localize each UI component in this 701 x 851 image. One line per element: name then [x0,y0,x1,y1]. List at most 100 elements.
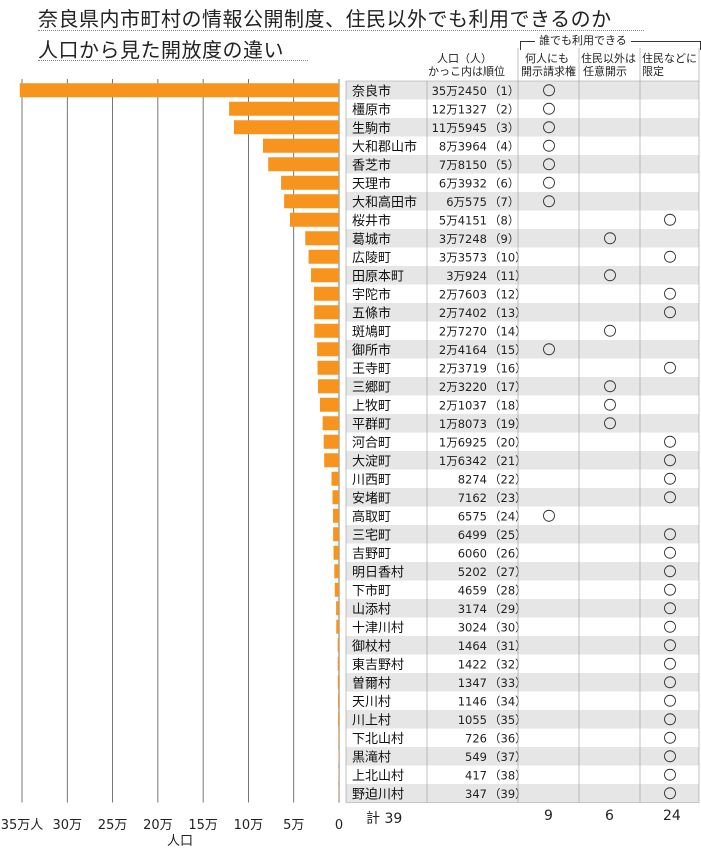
bar-28 [334,582,339,597]
population-value: 6575 [458,509,487,523]
bar-13 [314,305,339,320]
population-rank: （31） [489,639,527,653]
bar-5 [268,157,339,172]
bar-32 [337,656,339,671]
table-row-bg [346,377,699,396]
population-rank: （21） [489,454,527,468]
category-mark [664,657,676,670]
population-rank: （26） [489,546,527,560]
col1-header-line2: 開示請求権 [521,65,576,78]
population-value: 8274 [458,472,487,486]
table-row-bg [346,636,699,655]
population-value: 3万924 [446,269,487,283]
population-value: 347 [465,787,487,801]
category-mark [664,491,676,504]
population-rank: （10） [489,250,527,264]
bar-34 [337,693,339,708]
municipality-name: 天理市 [352,176,391,192]
bar-7 [284,194,339,209]
bar-22 [331,471,339,486]
chart-title-line2: 人口から見た開放度の違い [38,38,284,62]
bar-8 [289,212,339,227]
municipality-name: 田原本町 [352,269,404,284]
bar-30 [336,619,339,634]
category-mark [604,398,616,411]
table-row-bg [346,395,699,414]
category-mark [664,620,676,633]
population-value: 11万5945 [432,121,487,135]
table-row-bg [346,488,699,507]
population-rank: （4） [489,139,519,153]
population-value: 8万3964 [439,139,487,153]
table-row-bg [346,691,699,710]
population-value: 1464 [458,639,487,653]
category-mark [543,84,555,97]
category-mark [664,454,676,467]
municipality-name: 三郷町 [352,380,391,395]
total-col2: 6 [605,808,614,824]
population-rank: （24） [489,509,527,523]
population-value: 3万7248 [439,232,487,246]
table-row-bg [346,728,699,747]
population-rank: （2） [489,102,519,116]
category-mark [664,731,676,744]
population-value: 2万7270 [439,324,487,338]
table-row-bg [346,765,699,784]
table-row-bg [346,358,699,377]
table-row-bg [346,266,699,285]
total-col1: 9 [544,808,553,824]
x-axis-label: 人口 [167,834,193,849]
population-rank: （18） [489,398,527,412]
total-col3: 24 [663,808,681,824]
table-row-bg [346,210,699,229]
category-mark [604,417,616,430]
bar-21 [324,453,339,468]
population-value: 3024 [458,620,487,634]
category-mark [664,750,676,763]
category-mark [543,102,555,115]
bar-33 [337,675,339,690]
col3-header-line1: 住民などに [642,52,697,65]
category-mark [543,176,555,189]
municipality-name: 大和郡山市 [352,139,417,155]
category-mark [664,639,676,652]
municipality-name: 明日香村 [352,565,404,580]
population-rank: （39） [489,787,527,801]
category-mark [664,583,676,596]
population-value: 1055 [458,713,487,727]
population-rank: （27） [489,565,527,579]
municipality-name: 高取町 [352,509,391,525]
municipality-name: 三宅町 [352,528,391,543]
category-mark [664,287,676,300]
population-value: 2万3220 [439,380,487,394]
bar-17 [317,379,339,394]
x-tick-label: 25万 [98,818,128,833]
population-rank: （35） [489,713,527,727]
population-value: 1422 [458,657,487,671]
category-mark [664,565,676,578]
bar-9 [305,231,339,246]
col2-header-line1: 住民以外は [581,52,636,65]
population-value: 5202 [458,565,487,579]
bar-12 [313,286,339,301]
population-value: 7162 [458,491,487,505]
bar-11 [310,268,339,283]
table-row-bg [346,525,699,544]
municipality-name: 天川村 [352,695,391,710]
population-value: 6万575 [446,195,487,209]
municipality-name: 奈良市 [352,83,391,99]
table-row-bg [346,654,699,673]
table-row-bg [346,599,699,618]
table-row-bg [346,710,699,729]
table-row-bg [346,580,699,599]
table-row-bg [346,432,699,451]
population-rank: （38） [489,768,527,782]
population-value: 2万3719 [439,361,487,375]
category-mark [543,121,555,134]
population-value: 6499 [458,528,487,542]
population-rank: （28） [489,583,527,597]
municipality-name: 御杖村 [352,639,391,654]
population-value: 35万2450 [432,84,487,98]
table-row-bg [346,136,699,155]
